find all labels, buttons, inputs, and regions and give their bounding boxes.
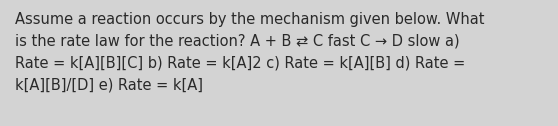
Text: k[A][B]/[D] e) Rate = k[A]: k[A][B]/[D] e) Rate = k[A] xyxy=(15,78,203,93)
Text: Assume a reaction occurs by the mechanism given below. What: Assume a reaction occurs by the mechanis… xyxy=(15,12,484,27)
Text: Rate = k[A][B][C] b) Rate = k[A]2 c) Rate = k[A][B] d) Rate =: Rate = k[A][B][C] b) Rate = k[A]2 c) Rat… xyxy=(15,56,465,71)
Text: is the rate law for the reaction? A + B ⇄ C fast C → D slow a): is the rate law for the reaction? A + B … xyxy=(15,34,460,49)
